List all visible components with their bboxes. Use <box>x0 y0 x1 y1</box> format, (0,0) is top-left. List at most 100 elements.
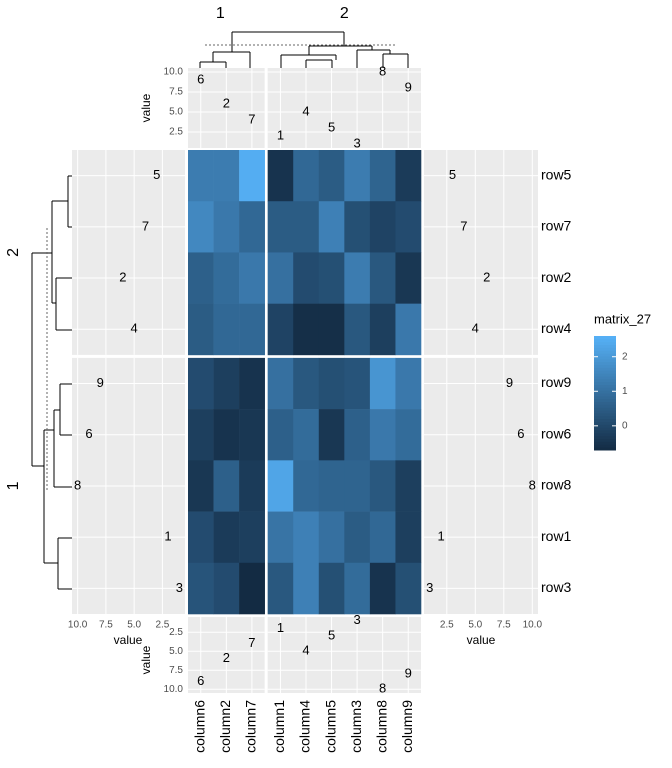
annotation-point: 5 <box>153 167 160 182</box>
heatmap-cell <box>293 460 320 512</box>
row-label: row9 <box>541 374 572 390</box>
legend-tick-label: 1 <box>622 386 628 397</box>
heatmap-cell <box>293 562 320 615</box>
legend-color-step <box>594 393 616 397</box>
annotation-point: 7 <box>248 635 255 650</box>
row-label: row3 <box>541 579 572 595</box>
row-label: row5 <box>541 166 572 182</box>
right-annotation-panel <box>424 150 538 355</box>
heatmap-cell <box>213 252 240 304</box>
heatmap-cell <box>318 303 345 356</box>
legend-color-step <box>594 432 616 437</box>
heatmap-cell <box>318 201 345 253</box>
heatmap-cell <box>344 303 371 356</box>
heatmap-cell <box>369 357 396 410</box>
heatmap-cell <box>369 511 396 564</box>
legend-color-step <box>594 350 616 354</box>
annotation-point: 3 <box>426 580 433 595</box>
row-label: row6 <box>541 425 572 441</box>
legend-color-step <box>594 353 616 357</box>
heatmap-cell <box>239 562 265 615</box>
heatmap-cell <box>369 201 396 253</box>
row-split-label: 1 <box>5 481 22 490</box>
annotation-point: 2 <box>223 650 230 665</box>
annotation-point: 4 <box>302 643 309 658</box>
annotation-point: 6 <box>197 71 204 86</box>
legend-color-step <box>594 401 616 405</box>
x-tick-label: 7.5 <box>497 620 511 631</box>
legend-color-step <box>594 430 616 434</box>
heatmap-cell <box>395 511 422 564</box>
heatmap-cell <box>344 252 371 304</box>
y-tick-label: 10.0 <box>164 67 184 78</box>
heatmap-cell <box>395 562 422 615</box>
legend-color-step <box>594 427 616 431</box>
heatmap-cell <box>369 562 396 615</box>
heatmap-cell <box>267 252 294 304</box>
heatmap-cell <box>188 409 214 461</box>
column-label: column6 <box>191 700 207 753</box>
x-tick-label: 5.0 <box>127 620 141 631</box>
heatmap-cell <box>344 357 371 410</box>
column-label: column9 <box>399 700 415 753</box>
annotation-point: 8 <box>379 63 386 78</box>
column-dendrogram <box>199 31 409 68</box>
legend-color-step <box>594 444 616 448</box>
column-label: column4 <box>297 700 313 753</box>
heatmap-cell <box>395 150 422 202</box>
annotation-point: 6 <box>197 673 204 688</box>
heatmap-cell <box>293 409 320 461</box>
legend-color-step <box>594 370 616 374</box>
legend-color-step <box>594 435 616 440</box>
annotation-point: 9 <box>97 375 104 390</box>
x-tick-label: 5.0 <box>468 620 482 631</box>
heatmap-cell <box>395 252 422 304</box>
column-split-label: 1 <box>216 5 225 22</box>
legend-tick-label: 0 <box>622 420 628 431</box>
left-annotation-axis-title: value <box>114 633 143 647</box>
legend-color-step <box>594 347 616 351</box>
annotation-point: 1 <box>277 620 284 635</box>
row-dendrogram <box>31 175 72 590</box>
legend-color-step <box>594 373 616 377</box>
annotation-point: 1 <box>277 127 284 142</box>
heatmap-cell <box>188 511 214 564</box>
heatmap-cell <box>239 511 265 564</box>
heatmap-cell <box>318 150 345 202</box>
heatmap-cell <box>239 409 265 461</box>
row-label: row8 <box>541 477 572 493</box>
heatmap-cell <box>239 252 265 304</box>
heatmap-cell <box>318 252 345 304</box>
y-tick-label: 2.5 <box>169 627 183 638</box>
legend-color-step <box>594 344 616 348</box>
legend-color-step <box>594 441 616 445</box>
annotation-point: 3 <box>353 612 360 627</box>
heatmap-cell <box>395 460 422 512</box>
heatmap-cell <box>293 252 320 304</box>
heatmap-cell <box>369 303 396 356</box>
legend-color-step <box>594 338 616 343</box>
heatmap-cell <box>267 357 294 410</box>
heatmap-cell <box>293 201 320 253</box>
top-annotation-axis-title: value <box>139 93 153 122</box>
y-tick-label: 5.0 <box>169 646 183 657</box>
annotation-point: 7 <box>142 218 149 233</box>
legend-color-step <box>594 381 616 385</box>
top-annotation-panel <box>267 68 421 148</box>
legend-color-step <box>594 378 616 383</box>
heatmap-cell <box>369 150 396 202</box>
heatmap-cell <box>395 409 422 461</box>
heatmap-cell <box>344 150 371 202</box>
heatmap-cell <box>239 303 265 356</box>
y-tick-label: 10.0 <box>164 684 184 695</box>
legend-color-step <box>594 407 616 411</box>
annotation-point: 5 <box>328 627 335 642</box>
heatmap-cell <box>395 357 422 410</box>
y-tick-label: 7.5 <box>169 87 183 98</box>
heatmap-cell <box>213 357 240 410</box>
heatmap-cell <box>369 409 396 461</box>
heatmap-cell <box>188 252 214 304</box>
column-label: column8 <box>373 700 389 753</box>
column-label: column2 <box>217 700 233 753</box>
